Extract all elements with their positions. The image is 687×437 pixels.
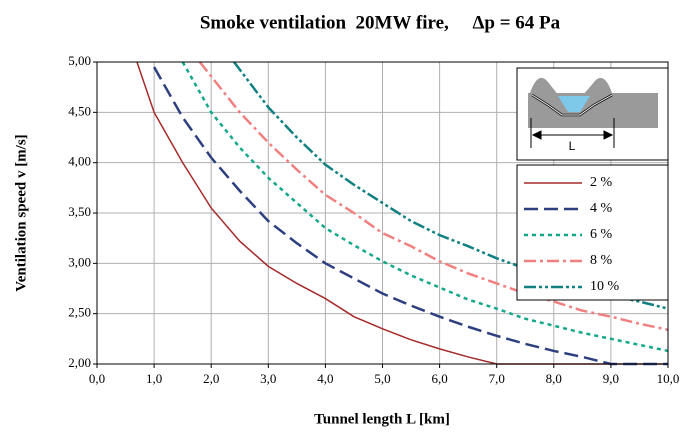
y-tick-label: 2,50: [68, 305, 91, 320]
y-tick-label: 4,50: [68, 103, 91, 118]
legend: 2 % 4 % 6 % 8 % 10 %: [516, 164, 669, 301]
x-tick-label: 4,0: [317, 371, 333, 386]
x-tick-label: 6,0: [431, 371, 447, 386]
inset-rock: [528, 93, 658, 128]
legend-label: 6 %: [590, 227, 613, 242]
series-line: [153, 66, 668, 366]
x-tick-label: 5,0: [374, 371, 390, 386]
y-tick-label: 3,00: [68, 254, 91, 269]
x-tick-label: 7,0: [489, 371, 505, 386]
inset: L: [516, 67, 669, 161]
series-line: [181, 61, 669, 353]
x-tick-label: 0,0: [89, 371, 105, 386]
inset-tunnel-core: [531, 94, 613, 116]
y-tick-label: 2,00: [68, 355, 91, 370]
x-axis-label: Tunnel length L [km]: [314, 411, 450, 427]
series-line: [198, 61, 669, 331]
legend-label: 4 %: [590, 201, 613, 216]
x-tick-label: 9,0: [603, 371, 619, 386]
series-line: [136, 61, 668, 365]
x-tick-label: 8,0: [546, 371, 562, 386]
legend-box: [516, 164, 669, 301]
chart-title: Smoke ventilation 20MW fire, Δp = 64 Pa: [200, 12, 561, 33]
y-tick-label: 5,00: [68, 53, 91, 68]
x-tick-label: 1,0: [146, 371, 162, 386]
y-axis-label: Ventilation speed v [m/s]: [13, 134, 29, 291]
legend-label: 8 %: [590, 253, 613, 268]
legend-label: 10 %: [590, 279, 620, 294]
ticks: 2,00 2,50 3,00 3,50 4,00 4,50 5,00 0,0 1,0 2,0 3,0…: [68, 53, 679, 386]
inset-arrow: [531, 130, 614, 140]
y-tick-label: 4,00: [68, 154, 91, 169]
lines: [136, 61, 669, 366]
x-tick-label: 2,0: [203, 371, 219, 386]
x-tick-label: 3,0: [260, 371, 276, 386]
y-tick-label: 3,50: [68, 204, 91, 219]
legend-label: 2 %: [590, 175, 613, 190]
inset-mountain: [530, 77, 612, 100]
x-tick-label: 10,0: [657, 371, 680, 386]
inset-water: [558, 96, 590, 112]
inset-label: L: [569, 139, 576, 153]
